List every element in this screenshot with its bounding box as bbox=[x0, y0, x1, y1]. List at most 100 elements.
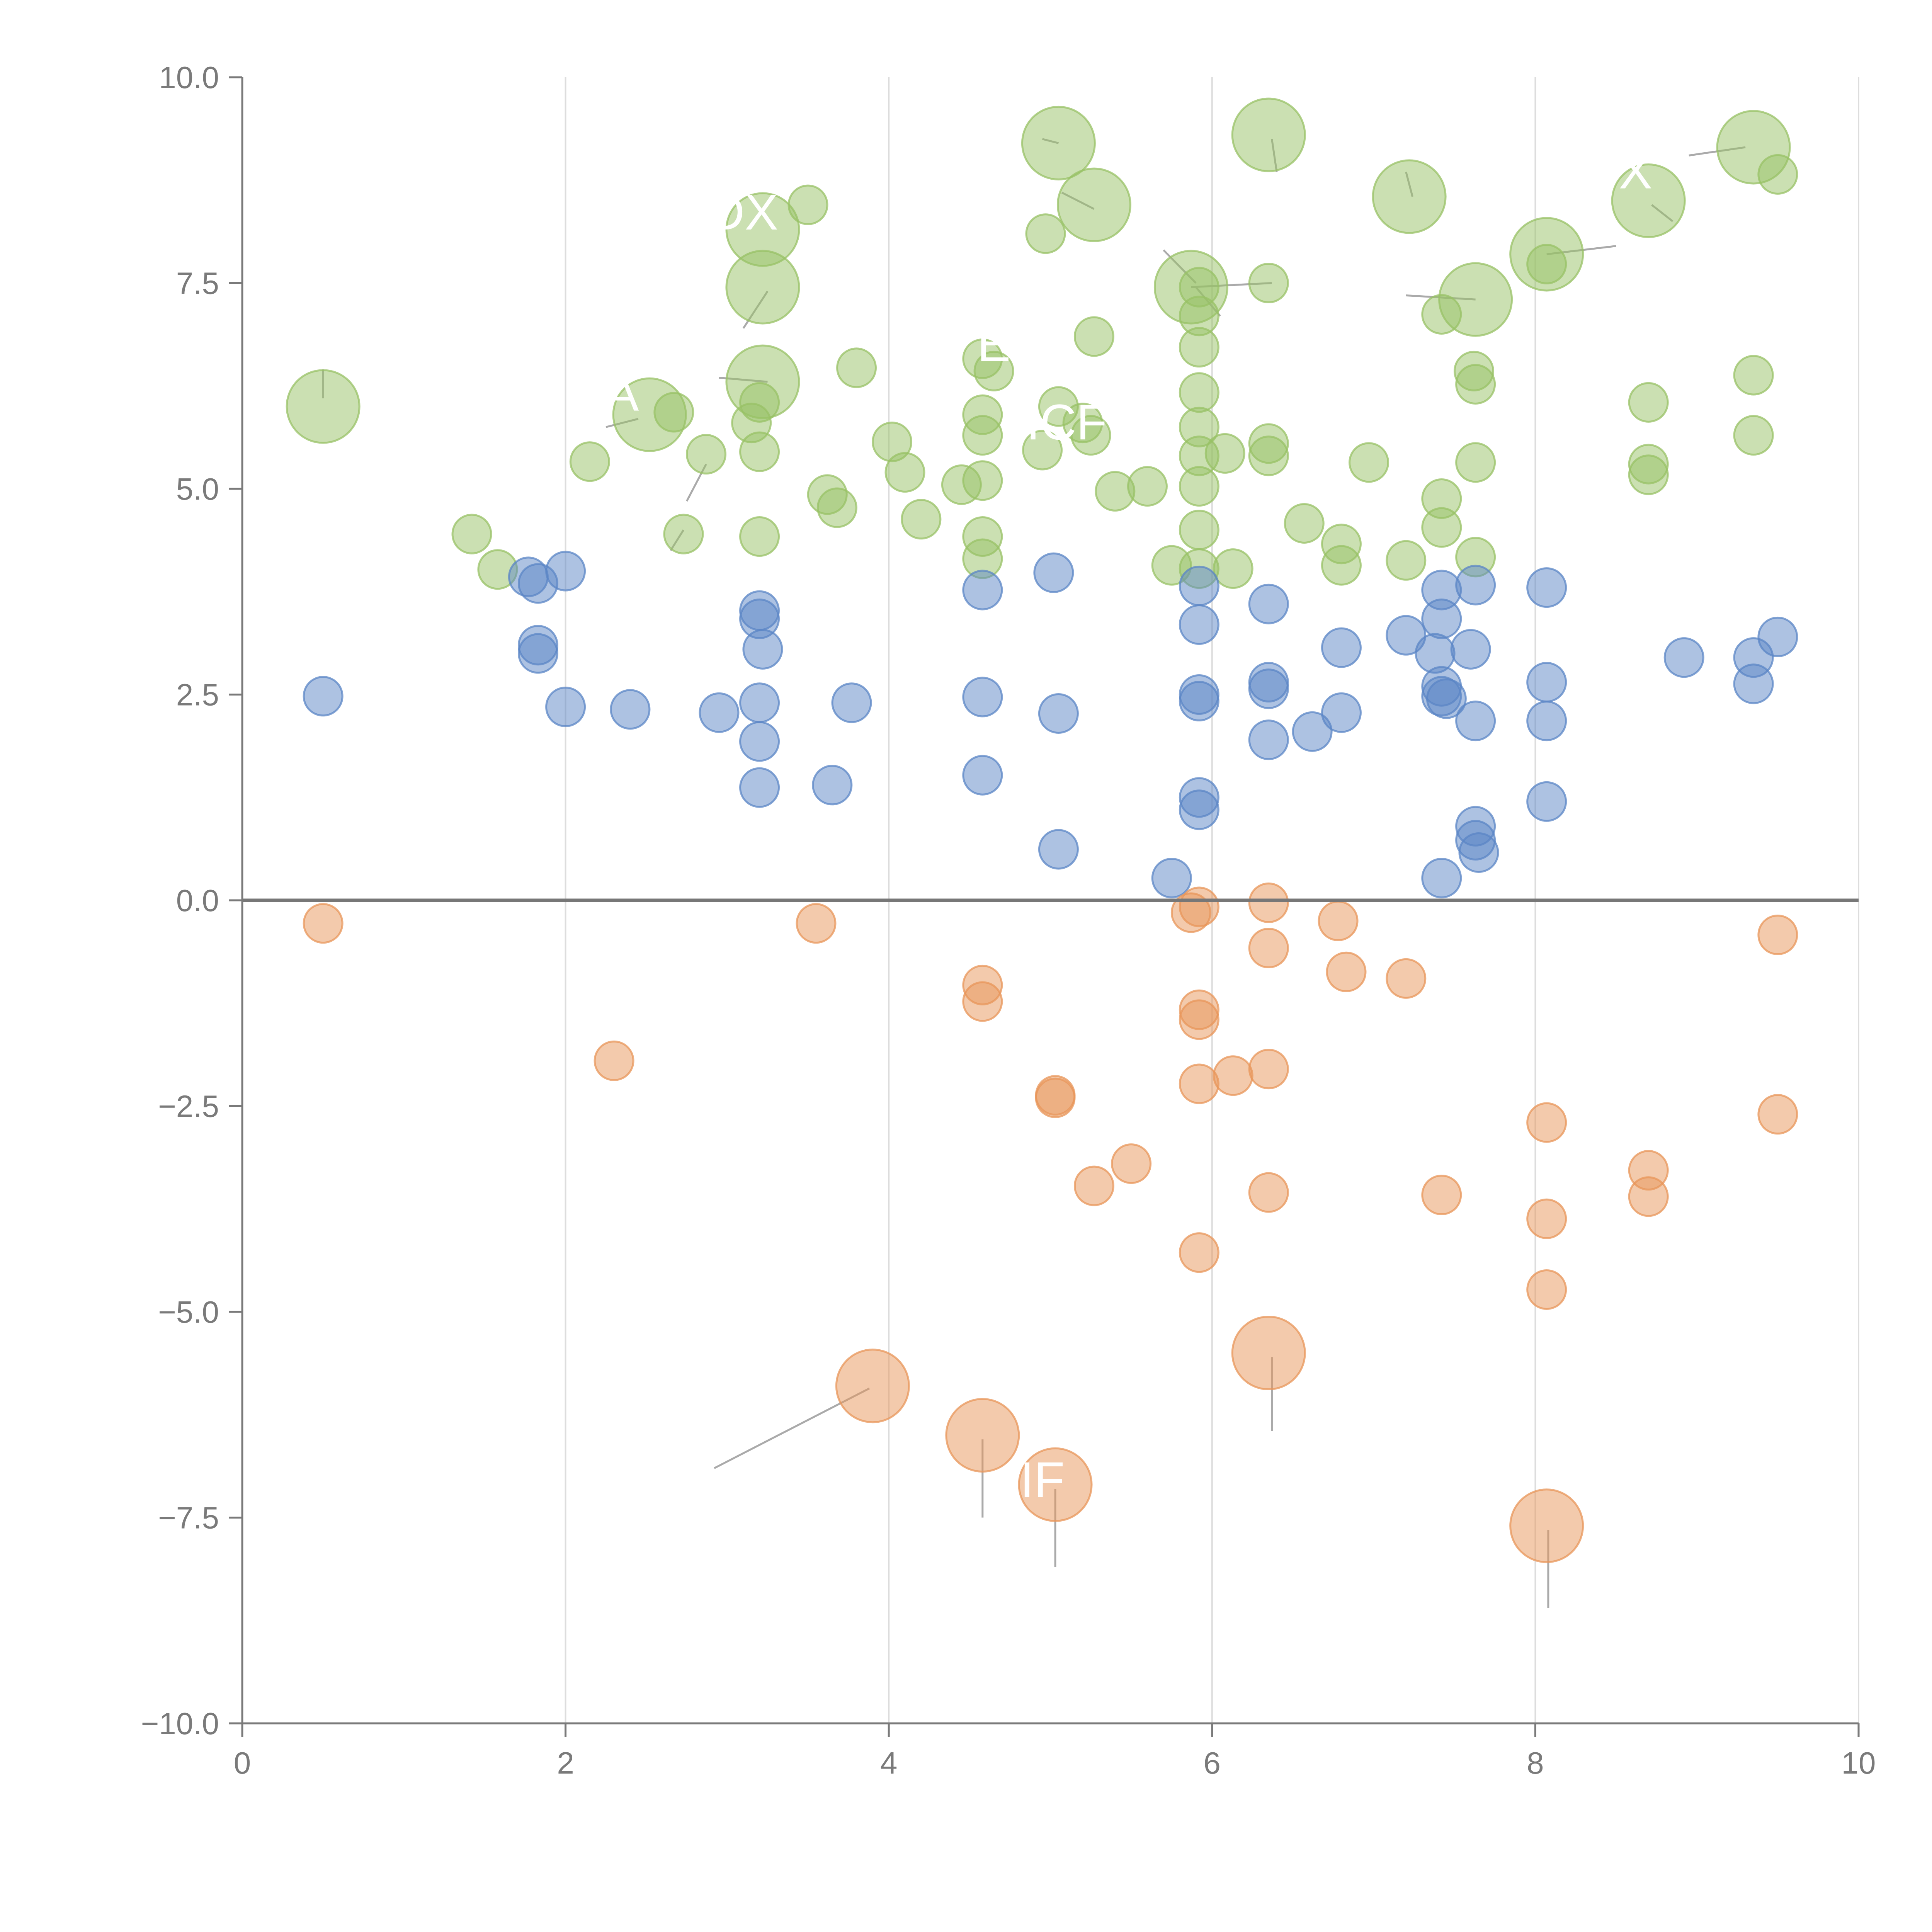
blue-point bbox=[1526, 781, 1567, 822]
green-point bbox=[1372, 159, 1447, 234]
orange-point bbox=[962, 981, 1003, 1022]
green-point bbox=[1248, 435, 1289, 476]
x-tick-label: 6 bbox=[1204, 1746, 1221, 1780]
blue-point bbox=[1248, 668, 1289, 709]
green-point bbox=[816, 487, 857, 528]
y-tick-label: −2.5 bbox=[158, 1089, 219, 1124]
annotation-label: DX bbox=[708, 184, 778, 240]
green-point bbox=[1611, 163, 1686, 238]
green-point bbox=[884, 452, 925, 493]
green-point bbox=[1455, 364, 1496, 405]
blue-point bbox=[1757, 616, 1798, 657]
x-tick-label: 2 bbox=[557, 1746, 574, 1780]
green-point bbox=[962, 394, 1003, 435]
orange-point bbox=[1179, 999, 1219, 1040]
green-point bbox=[1733, 355, 1774, 396]
y-tick-label: 10.0 bbox=[159, 60, 219, 95]
blue-point bbox=[831, 682, 872, 723]
orange-point bbox=[1248, 1172, 1289, 1213]
y-tick-label: 5.0 bbox=[176, 472, 219, 506]
x-tick-label: 4 bbox=[880, 1746, 898, 1780]
green-point bbox=[836, 347, 877, 388]
blue-point bbox=[1733, 663, 1774, 704]
green-point bbox=[1073, 316, 1114, 357]
blue-point bbox=[739, 767, 780, 808]
green-point bbox=[1204, 433, 1245, 474]
axes: 10.0 7.5 5.0 2.5 0.0 −2.5 −5.0 −7.5 −10.0 0 2 4 6 8 10 bbox=[141, 60, 1876, 1780]
green-point bbox=[725, 192, 800, 267]
blue-point bbox=[1321, 627, 1362, 668]
green-point bbox=[663, 514, 704, 554]
blue-point bbox=[1421, 857, 1462, 898]
orange-point bbox=[1526, 1269, 1567, 1310]
blue-point bbox=[1248, 583, 1289, 624]
green-point bbox=[973, 350, 1014, 391]
blue-point bbox=[1033, 552, 1074, 593]
green-point bbox=[451, 514, 492, 554]
orange-point bbox=[1179, 1232, 1219, 1273]
blue-point bbox=[1292, 711, 1333, 752]
green-point bbox=[569, 441, 610, 482]
y-tick-label: 2.5 bbox=[176, 678, 219, 712]
green-point bbox=[1179, 327, 1219, 368]
blue-point bbox=[303, 676, 344, 717]
blue-point bbox=[1151, 857, 1192, 898]
green-point bbox=[1455, 442, 1496, 483]
blue-point bbox=[1321, 692, 1362, 733]
orange-point bbox=[1526, 1102, 1567, 1143]
orange-point bbox=[1231, 1316, 1306, 1390]
y-tick-label: −7.5 bbox=[158, 1501, 219, 1535]
green-point bbox=[1526, 244, 1567, 285]
orange-point bbox=[1213, 1055, 1253, 1096]
green-point bbox=[739, 516, 780, 557]
orange-point bbox=[1179, 1063, 1219, 1104]
y-tick-label: 7.5 bbox=[176, 266, 219, 301]
green-point bbox=[653, 392, 694, 433]
green-point bbox=[787, 184, 828, 225]
green-point bbox=[1349, 442, 1389, 483]
green-point bbox=[1321, 545, 1362, 586]
orange-point bbox=[594, 1040, 634, 1081]
blue-point bbox=[1450, 629, 1491, 670]
orange-point bbox=[1628, 1176, 1669, 1217]
blue-point bbox=[545, 686, 586, 727]
x-tick-label: 8 bbox=[1527, 1746, 1544, 1780]
blue-point bbox=[1455, 565, 1496, 605]
blue-point bbox=[812, 765, 853, 806]
orange-point bbox=[1526, 1198, 1567, 1239]
blue-point bbox=[699, 692, 740, 733]
green-point bbox=[1733, 415, 1774, 456]
green-point bbox=[1231, 97, 1306, 172]
green-point bbox=[686, 434, 727, 475]
orange-point bbox=[1073, 1165, 1114, 1206]
green-point bbox=[1628, 454, 1669, 495]
blue-point bbox=[1179, 681, 1219, 722]
orange-point bbox=[1248, 1049, 1289, 1090]
annotation-label: ICF bbox=[1026, 394, 1107, 450]
orange-point bbox=[1509, 1488, 1584, 1563]
green-point bbox=[1628, 382, 1669, 423]
blue-point bbox=[962, 755, 1003, 796]
orange-point bbox=[303, 903, 344, 944]
orange-point bbox=[1179, 886, 1219, 927]
blue-point bbox=[1038, 829, 1079, 870]
green-point bbox=[1179, 372, 1219, 413]
orange-point bbox=[1111, 1143, 1152, 1184]
annotation-label: E bbox=[977, 316, 1011, 372]
orange-point bbox=[1757, 1094, 1798, 1135]
green-point bbox=[1179, 466, 1219, 507]
green-point bbox=[962, 460, 1003, 501]
blue-point bbox=[742, 629, 783, 670]
blue-point bbox=[1038, 693, 1079, 734]
blue-point bbox=[1458, 832, 1499, 873]
orange-point bbox=[1326, 951, 1367, 992]
green-point bbox=[1386, 540, 1427, 581]
green-point bbox=[1757, 154, 1798, 195]
blue-point bbox=[1248, 719, 1289, 760]
orange-point bbox=[1248, 882, 1289, 923]
y-tick-label: −5.0 bbox=[158, 1295, 219, 1329]
blue-point bbox=[739, 721, 780, 762]
x-tick-label: 10 bbox=[1842, 1746, 1876, 1780]
y-tick-label: −10.0 bbox=[141, 1706, 219, 1741]
